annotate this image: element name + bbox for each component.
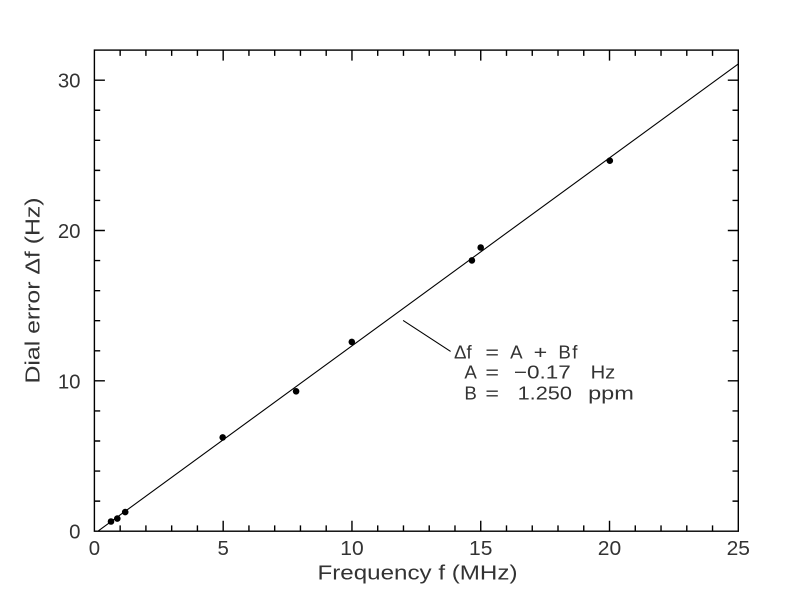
svg-text:20: 20 [58,221,81,243]
svg-text:15: 15 [469,538,492,560]
svg-text:f: f [572,342,578,363]
svg-text:0: 0 [89,538,100,560]
svg-text:A: A [510,342,523,363]
svg-text:25: 25 [727,538,750,560]
svg-text:+: + [534,342,548,363]
svg-text:Hz: Hz [591,361,616,382]
svg-text:=: = [485,342,499,363]
svg-text:B: B [464,382,476,403]
svg-text:ppm: ppm [588,382,634,403]
svg-text:10: 10 [340,538,363,560]
svg-text:0: 0 [69,522,80,544]
svg-text:Δf: Δf [454,342,472,363]
svg-text:=: = [485,361,499,382]
svg-text:−0.17: −0.17 [514,361,571,382]
svg-text:A: A [464,361,477,382]
svg-text:5: 5 [218,538,229,560]
svg-text:20: 20 [598,538,621,560]
svg-text:30: 30 [58,71,81,93]
svg-text:B: B [558,342,570,363]
svg-text:Dial error Δf (Hz): Dial error Δf (Hz) [21,198,44,384]
svg-text:1.250: 1.250 [518,382,572,403]
svg-text:Frequency f (MHz): Frequency f (MHz) [318,563,518,585]
svg-text:=: = [485,382,499,403]
svg-text:10: 10 [58,371,81,393]
